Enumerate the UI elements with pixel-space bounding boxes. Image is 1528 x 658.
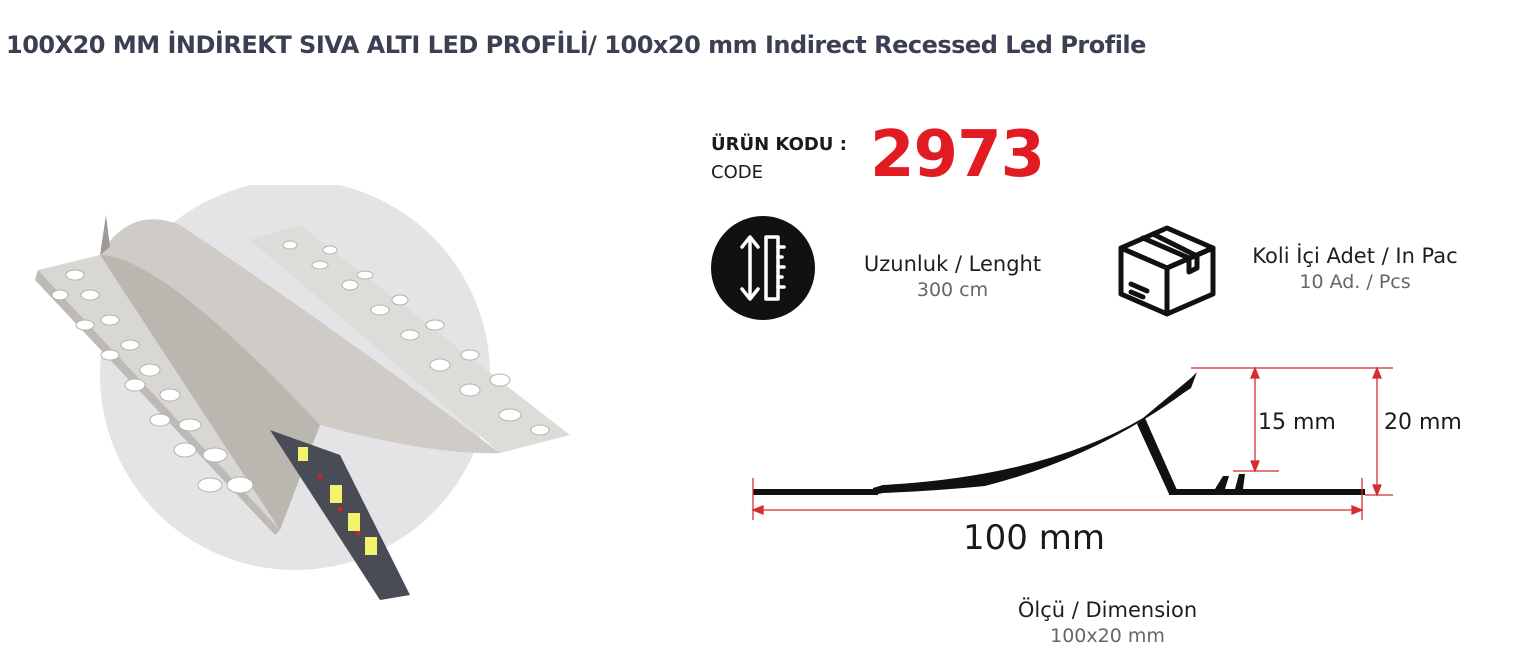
profile-cross-section-drawing (751, 366, 1393, 520)
dimension-15mm-label: 15 mm (1258, 410, 1336, 435)
length-ruler-icon (711, 216, 815, 320)
dimension-spec: Ölçü / Dimension 100x20 mm (985, 598, 1230, 647)
pack-value: 10 Ad. / Pcs (1299, 271, 1411, 293)
product-code-label: ÜRÜN KODU : (711, 134, 847, 155)
product-code-value: 2973 (870, 118, 1045, 192)
length-spec: Uzunluk / Lenght 300 cm (840, 252, 1065, 301)
box-icon (1118, 225, 1216, 317)
dimension-20mm-label: 20 mm (1384, 410, 1462, 435)
length-title: Uzunluk / Lenght (863, 252, 1042, 276)
dimension-title: Ölçü / Dimension (1017, 598, 1198, 622)
pack-title: Koli İçi Adet / In Pac (1252, 244, 1458, 268)
length-value: 300 cm (916, 279, 989, 301)
page-title: 100X20 MM İNDİREKT SIVA ALTI LED PROFİLİ… (6, 31, 1146, 59)
pack-spec: Koli İçi Adet / In Pac 10 Ad. / Pcs (1235, 244, 1475, 293)
product-image (35, 185, 570, 600)
dimension-value: 100x20 mm (1050, 625, 1165, 647)
product-code-sublabel: CODE (711, 162, 763, 183)
dimension-100mm-label: 100 mm (963, 518, 1105, 558)
